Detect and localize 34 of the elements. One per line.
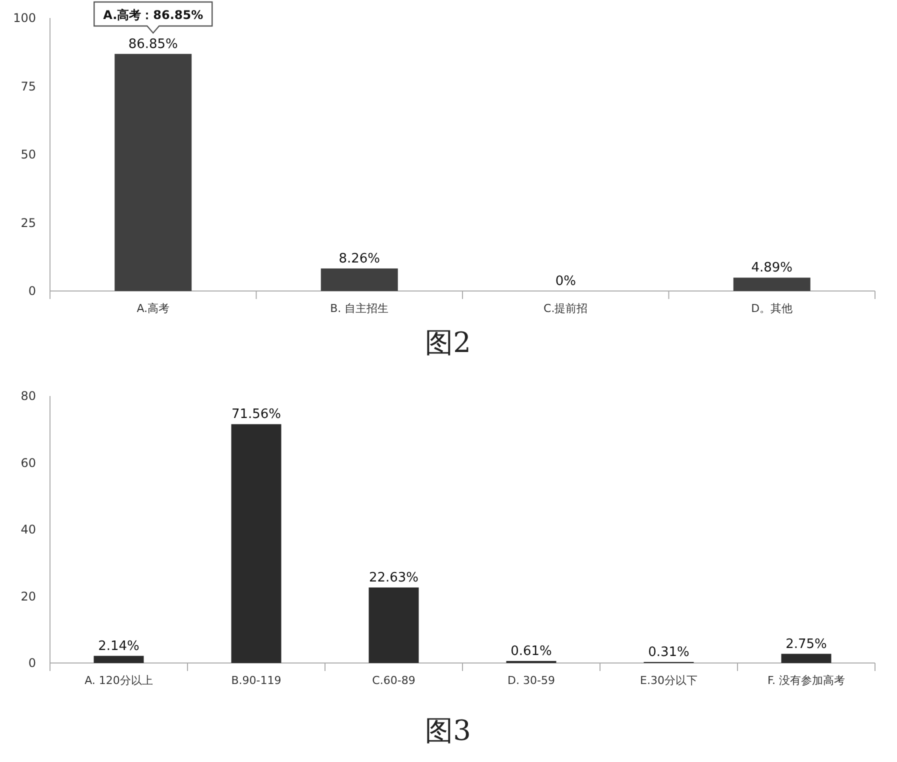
y-tick-label: 80 <box>20 389 36 403</box>
x-tick-label: E.30分以下 <box>640 674 698 687</box>
text: 图2 <box>425 326 471 359</box>
y-tick-label: 25 <box>20 216 36 230</box>
x-tick-label: D. 30-59 <box>508 674 555 687</box>
x-tick-label: A. 120分以上 <box>84 674 153 687</box>
data-label: 0.31% <box>648 644 690 660</box>
x-tick-label: D。其他 <box>751 302 793 315</box>
x-tick-label: C.提前招 <box>544 302 588 315</box>
y-tick-label: 75 <box>20 79 36 94</box>
text: 图3 <box>425 714 471 747</box>
y-tick-label: 20 <box>20 589 36 604</box>
data-label: 2.14% <box>98 638 140 654</box>
data-label: 0.61% <box>510 644 552 659</box>
data-label: 0% <box>555 274 576 289</box>
data-label: 2.75% <box>786 636 827 652</box>
annotation: A.高考：86.85% <box>103 8 204 22</box>
data-label: 71.56% <box>231 407 282 422</box>
x-tick-label: F. 没有参加高考 <box>767 674 846 687</box>
y-tick-label: 50 <box>20 148 36 162</box>
x-tick-label: B.90-119 <box>231 674 282 687</box>
y-tick-label: 0 <box>28 656 36 670</box>
data-label: 22.63% <box>368 570 419 586</box>
data-label: 8.26% <box>338 251 380 266</box>
y-tick-label: 60 <box>20 456 36 470</box>
data-label: 86.85% <box>128 36 178 52</box>
y-tick-label: 40 <box>20 522 36 536</box>
data-label: 4.89% <box>751 260 793 276</box>
y-tick-label: 0 <box>28 284 36 298</box>
tooltip: A.高考：86.85% <box>94 1 213 34</box>
x-tick-label: B. 自主招生 <box>330 302 389 315</box>
x-tick-label: C.60-89 <box>372 674 416 687</box>
x-tick-label: A.高考 <box>136 302 170 315</box>
y-tick-label: 100 <box>13 11 36 25</box>
